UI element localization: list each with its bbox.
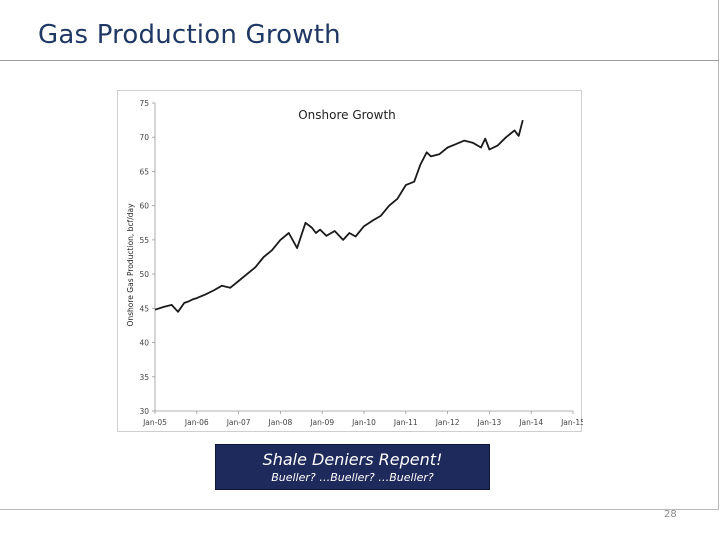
page-number: 28	[664, 509, 677, 520]
slide-title: Gas Production Growth	[38, 20, 341, 50]
title-divider	[0, 60, 719, 61]
x-tick-label: Jan-12	[435, 418, 460, 427]
slide-frame	[0, 0, 719, 510]
x-tick-label: Jan-15	[560, 418, 583, 427]
y-tick-label: 70	[139, 133, 149, 142]
x-tick-label: Jan-06	[184, 418, 209, 427]
y-tick-label: 55	[139, 236, 149, 245]
callout-headline: Shale Deniers Repent!	[262, 450, 443, 469]
chart-title: Onshore Growth	[298, 108, 396, 122]
x-tick-label: Jan-08	[267, 418, 292, 427]
x-tick-label: Jan-07	[226, 418, 251, 427]
y-tick-label: 45	[139, 304, 149, 313]
x-tick-label: Jan-14	[518, 418, 543, 427]
x-tick-label: Jan-11	[393, 418, 418, 427]
y-tick-label: 35	[139, 373, 149, 382]
series-line-onshore-gas-production	[154, 119, 524, 313]
y-tick-label: 65	[139, 167, 149, 176]
callout-subline: Bueller? …Bueller? …Bueller?	[271, 471, 434, 484]
x-tick-label: Jan-13	[476, 418, 501, 427]
x-tick-label: Jan-09	[309, 418, 334, 427]
chart-container: Onshore Growth Onshore Gas Production, b…	[117, 90, 583, 432]
callout-box: Shale Deniers Repent! Bueller? …Bueller?…	[215, 444, 490, 490]
chart-series-layer	[154, 119, 524, 313]
y-tick-label: 75	[139, 99, 149, 108]
y-tick-label: 30	[139, 407, 149, 416]
y-tick-label: 50	[139, 270, 149, 279]
chart-y-axis-label: Onshore Gas Production, bcf/day	[126, 203, 135, 327]
x-tick-label: Jan-05	[142, 418, 167, 427]
onshore-growth-chart: Onshore Growth Onshore Gas Production, b…	[126, 99, 583, 427]
y-tick-label: 60	[139, 202, 149, 211]
chart-axes: 30 35 40 45 50 55 60 65 70 75 Jan-05 Jan-06 Jan-07 Ja…	[139, 99, 583, 427]
x-tick-label: Jan-10	[351, 418, 376, 427]
y-tick-label: 40	[139, 339, 149, 348]
